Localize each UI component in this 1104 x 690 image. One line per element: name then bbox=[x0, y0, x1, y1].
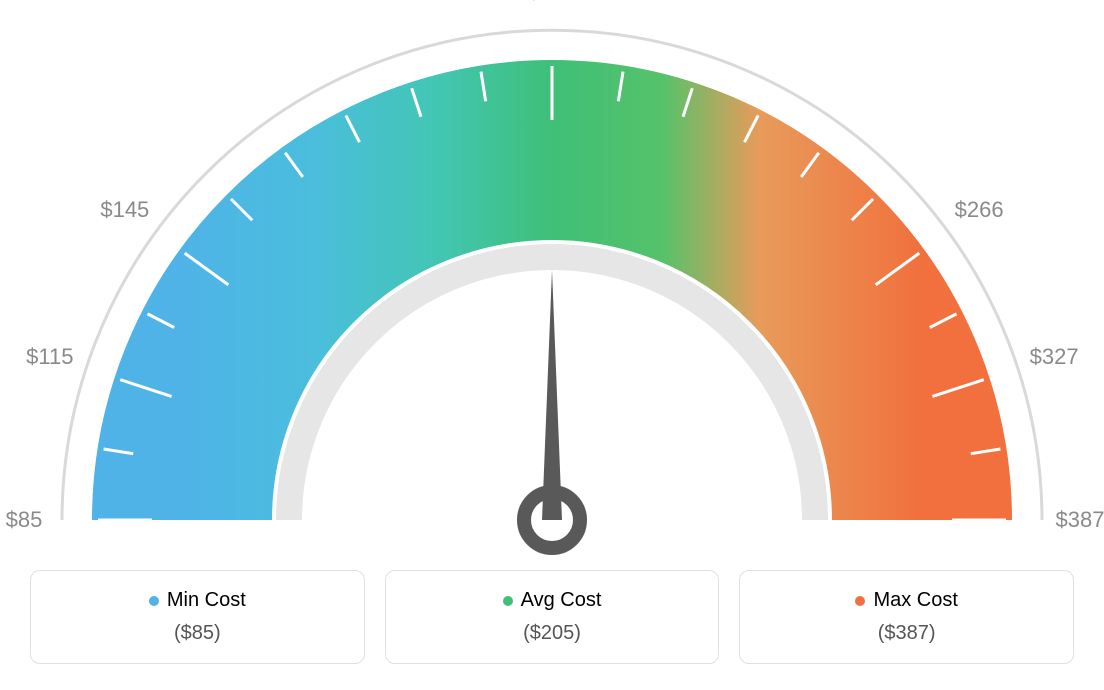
gauge-tick-label: $327 bbox=[1030, 344, 1079, 370]
legend-min-text: Min Cost bbox=[167, 589, 246, 612]
gauge-area: $85 $115 $145 $205 $266 $327 $387 bbox=[0, 0, 1104, 560]
gauge-tick-label: $85 bbox=[6, 507, 43, 533]
legend-avg: Avg Cost ($205) bbox=[385, 570, 720, 664]
legend-row: Min Cost ($85) Avg Cost ($205) Max Cost … bbox=[0, 570, 1104, 664]
legend-max-label: Max Cost bbox=[855, 589, 957, 612]
gauge-tick-label: $205 bbox=[528, 0, 577, 5]
legend-avg-dot bbox=[503, 596, 513, 606]
gauge-chart-container: $85 $115 $145 $205 $266 $327 $387 Min Cost ($8… bbox=[0, 0, 1104, 690]
legend-min-label: Min Cost bbox=[149, 589, 246, 612]
legend-max-value: ($387) bbox=[750, 622, 1063, 645]
legend-avg-text: Avg Cost bbox=[521, 589, 602, 612]
gauge-tick-label: $145 bbox=[100, 197, 149, 223]
legend-max-dot bbox=[855, 596, 865, 606]
legend-min: Min Cost ($85) bbox=[30, 570, 365, 664]
legend-min-dot bbox=[149, 596, 159, 606]
gauge-tick-label: $387 bbox=[1056, 507, 1104, 533]
gauge-svg bbox=[0, 0, 1104, 560]
gauge-tick-label: $115 bbox=[26, 344, 73, 370]
legend-max-text: Max Cost bbox=[873, 589, 957, 612]
legend-min-value: ($85) bbox=[41, 622, 354, 645]
legend-avg-value: ($205) bbox=[396, 622, 709, 645]
gauge-tick-label: $266 bbox=[955, 197, 1004, 223]
legend-max: Max Cost ($387) bbox=[739, 570, 1074, 664]
legend-avg-label: Avg Cost bbox=[503, 589, 602, 612]
